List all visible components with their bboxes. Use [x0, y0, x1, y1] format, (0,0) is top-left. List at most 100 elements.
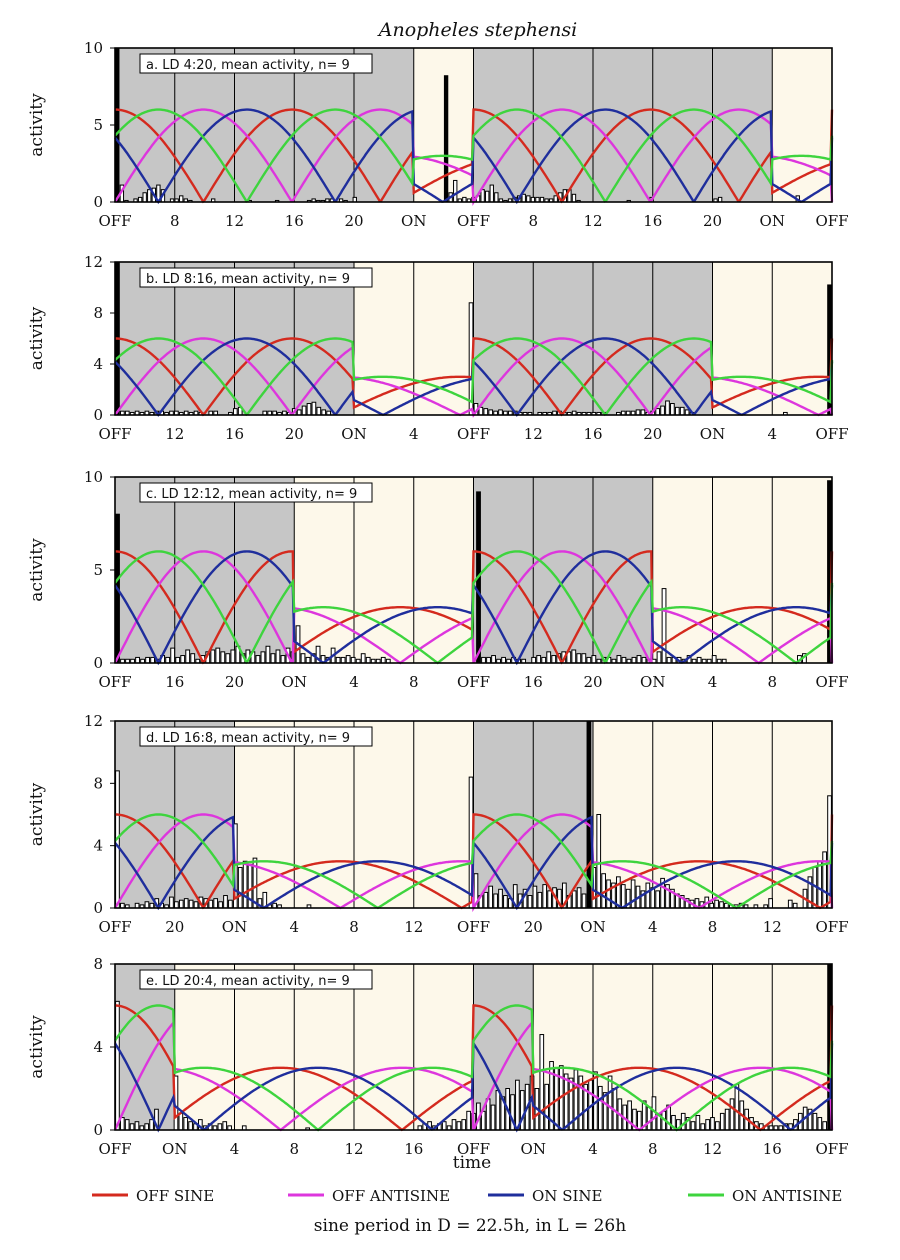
- activity-bar: [494, 192, 499, 203]
- activity-bar: [495, 1090, 501, 1131]
- panel-label: e. LD 20:4, mean activity, n= 9: [146, 974, 350, 989]
- activity-bar: [280, 655, 286, 664]
- activity-bar: [305, 656, 311, 664]
- activity-bar: [551, 655, 557, 664]
- x-tick-label: OFF: [457, 425, 490, 443]
- activity-bar: [175, 656, 181, 664]
- x-tick-label: OFF: [457, 212, 490, 230]
- activity-bar: [602, 1092, 608, 1131]
- panel-label: b. LD 8:16, mean activity, n= 9: [146, 272, 350, 287]
- y-tick-label: 12: [84, 253, 103, 271]
- activity-bar: [715, 1121, 720, 1131]
- activity-bar: [532, 885, 538, 909]
- y-axis-label: activity: [27, 538, 47, 602]
- legend-item-off-antisine: OFF ANTISINE: [288, 1187, 450, 1205]
- panel-e: e. LD 20:4, mean activity, n= 9 0 4 8 activi…: [27, 955, 849, 1158]
- activity-bar: [547, 890, 552, 909]
- off-sine-curve: [115, 337, 834, 417]
- y-axis-label: activity: [27, 306, 47, 370]
- panel-label: c. LD 12:12, mean activity, n= 9: [146, 487, 357, 502]
- dark-phase: [115, 477, 295, 663]
- activity-bar: [576, 653, 582, 664]
- legend: OFF SINE OFF ANTISINE ON SINE ON ANTISINE: [92, 1187, 842, 1205]
- activity-bar: [260, 651, 266, 664]
- activity-bar: [616, 655, 622, 664]
- activity-bar: [190, 653, 196, 664]
- activity-bar: [537, 891, 543, 909]
- y-tick-label: 0: [93, 1121, 103, 1139]
- x-tick-label: 20: [703, 212, 722, 230]
- activity-bar: [213, 898, 219, 909]
- activity-bar: [670, 403, 675, 416]
- activity-bar: [215, 647, 221, 664]
- activity-bar: [380, 656, 386, 664]
- activity-bar: [222, 1121, 228, 1131]
- activity-bar: [501, 656, 506, 664]
- activity-bar: [616, 876, 621, 909]
- activity-bar: [365, 656, 371, 664]
- y-tick-label: 8: [93, 304, 103, 322]
- activity-bar: [491, 655, 496, 664]
- activity-bar: [217, 1123, 223, 1131]
- x-tick-label: ON: [640, 673, 665, 691]
- activity-bar: [183, 1117, 189, 1131]
- legend-item-off-sine: OFF SINE: [92, 1187, 214, 1205]
- x-tick-label: 4: [648, 918, 658, 936]
- activity-bar: [710, 1117, 715, 1131]
- activity-bar: [335, 656, 341, 664]
- panel-label-box: [139, 969, 373, 990]
- on-antisine-curve: [114, 813, 834, 910]
- x-tick-label: 8: [528, 212, 538, 230]
- activity-bar: [115, 47, 120, 203]
- activity-bar: [150, 656, 156, 664]
- activity-bar: [453, 179, 458, 203]
- panel-a: a. LD 4:20, mean activity, n= 9 0 5 10 activ…: [27, 39, 849, 230]
- y-axis-label: activity: [27, 782, 47, 846]
- activity-bar: [631, 656, 637, 664]
- x-tick-label: 8: [170, 212, 180, 230]
- panel-b: b. LD 8:16, mean activity, n= 9 0 4 8 12 acti…: [27, 253, 849, 443]
- legend-label: OFF SINE: [136, 1187, 214, 1205]
- panel-label-box: [139, 482, 373, 503]
- activity-bar: [490, 1104, 496, 1131]
- activity-bar: [714, 899, 719, 909]
- panel-c: c. LD 12:12, mean activity, n= 9 0 5 10 acti…: [27, 468, 849, 691]
- activity-bar: [124, 1119, 130, 1131]
- activity-bar: [230, 649, 236, 664]
- x-tick-label: 12: [344, 1140, 363, 1158]
- activity-bar: [655, 890, 661, 909]
- activity-bar: [345, 655, 351, 664]
- activity-bar: [443, 75, 449, 203]
- x-tick-label: 20: [344, 212, 363, 230]
- activity-bar: [149, 1119, 154, 1131]
- x-tick-label: ON: [580, 918, 605, 936]
- activity-bar: [232, 408, 238, 416]
- x-tick-label: 4: [230, 1140, 240, 1158]
- activity-bar: [665, 400, 670, 416]
- x-tick-label: 16: [763, 1140, 782, 1158]
- activity-bar: [641, 656, 647, 664]
- x-tick-label: 20: [643, 425, 662, 443]
- activity-bar: [481, 656, 486, 664]
- activity-bar: [461, 1119, 467, 1131]
- activity-bar: [606, 879, 611, 909]
- x-tick-label: 16: [285, 212, 304, 230]
- activity-bar: [526, 195, 531, 203]
- activity-bar: [193, 901, 199, 909]
- activity-bar: [165, 656, 171, 664]
- activity-bar: [655, 408, 661, 416]
- x-tick-label: 8: [289, 1140, 299, 1158]
- activity-bar: [531, 656, 537, 664]
- activity-bar: [571, 890, 577, 909]
- activity-bar: [129, 1123, 135, 1131]
- y-tick-label: 12: [84, 712, 103, 730]
- panel-label: d. LD 16:8, mean activity, n= 9: [146, 731, 350, 746]
- x-tick-label: ON: [521, 1140, 546, 1158]
- activity-bar: [787, 899, 793, 909]
- activity-bar: [719, 1112, 725, 1131]
- activity-bar: [581, 653, 587, 664]
- x-tick-label: 4: [409, 425, 419, 443]
- activity-bar: [237, 866, 243, 909]
- activity-bar: [208, 899, 214, 909]
